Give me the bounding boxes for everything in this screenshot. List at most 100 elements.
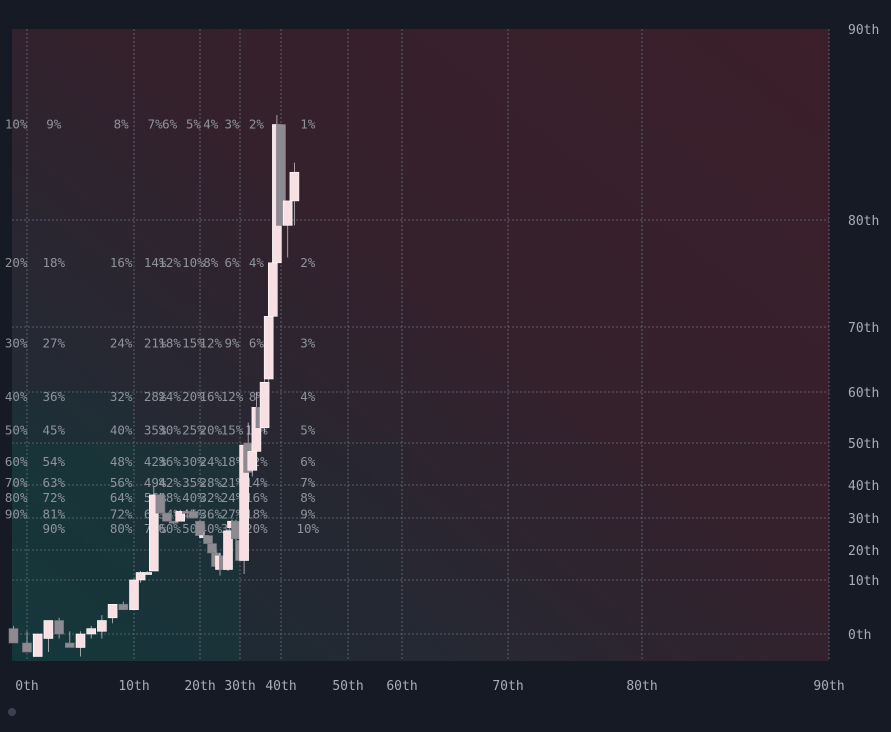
cell-label-r5-c4: 36% [158, 454, 181, 469]
candle-body-41 [276, 124, 286, 226]
cell-label-r9-c2: 80% [110, 521, 133, 536]
cell-label-r2-c0: 30% [5, 335, 28, 350]
candle-body-11 [129, 579, 139, 611]
candle-body-20 [188, 511, 199, 519]
cell-label-r3-c7: 12% [221, 389, 244, 404]
cell-label-r2-c3: 21% [144, 335, 167, 350]
y-tick-label-5: 50th [848, 437, 879, 452]
cell-label-r2-c7: 9% [224, 335, 240, 350]
cell-label-r7-c2: 64% [110, 490, 133, 505]
cell-label-r7-c1: 72% [42, 490, 65, 505]
cell-label-r0-c1: 9% [46, 117, 62, 132]
cell-label-r8-c7: 27% [221, 507, 244, 522]
candle-body-2 [32, 633, 43, 657]
cell-label-r1-c4: 12% [158, 255, 181, 270]
cell-label-r4-c9: 5% [300, 422, 316, 437]
y-tick-label-1: 10th [848, 574, 879, 589]
x-tick-label-2: 20th [184, 679, 215, 694]
cell-label-r2-c8: 6% [249, 335, 265, 350]
cell-label-r8-c1: 81% [42, 507, 65, 522]
cell-label-r3-c1: 36% [42, 389, 65, 404]
cell-label-r7-c6: 32% [200, 490, 223, 505]
cell-label-r7-c7: 24% [221, 490, 244, 505]
candle-body-39 [267, 262, 278, 317]
cell-label-r0-c5: 5% [186, 117, 202, 132]
cell-label-r0-c2: 8% [114, 117, 130, 132]
x-tick-label-5: 50th [332, 679, 363, 694]
cell-label-r7-c8: 16% [245, 490, 268, 505]
x-tick-label-8: 80th [626, 679, 657, 694]
cell-label-r4-c7: 15% [221, 422, 244, 437]
candle-body-14 [149, 494, 159, 572]
y-tick-label-3: 30th [848, 512, 879, 527]
cell-label-r6-c1: 63% [42, 475, 65, 490]
y-tick-label-0: 0th [848, 628, 871, 643]
candle-body-30 [231, 520, 241, 540]
cell-label-r9-c6: 40% [200, 521, 223, 536]
x-tick-label-6: 60th [386, 679, 417, 694]
candle-body-6 [75, 633, 86, 648]
x-tick-label-1: 10th [118, 679, 149, 694]
cell-label-r2-c9: 3% [300, 335, 316, 350]
cell-label-r6-c0: 70% [5, 475, 28, 490]
heat-band-2 [240, 443, 402, 661]
candle-body-3 [43, 620, 54, 639]
cell-label-r1-c1: 18% [42, 255, 65, 270]
cell-label-r1-c0: 20% [5, 255, 28, 270]
candle-body-15 [155, 494, 166, 514]
candle-body-5 [65, 642, 75, 648]
cell-label-r5-c3: 42% [144, 454, 167, 469]
x-tick-label-0: 0th [15, 679, 38, 694]
cell-label-r5-c1: 54% [42, 454, 65, 469]
cell-label-r6-c8: 14% [245, 475, 268, 490]
cell-label-r3-c4: 24% [158, 389, 181, 404]
cell-label-r3-c9: 4% [300, 389, 316, 404]
candle-body-7 [86, 628, 96, 635]
cell-label-r6-c9: 7% [300, 475, 316, 490]
cell-label-r0-c0: 10% [5, 117, 28, 132]
cell-label-r9-c8: 20% [245, 521, 268, 536]
cell-label-r6-c7: 21% [221, 475, 244, 490]
candle-body-21 [195, 520, 205, 536]
cell-label-r4-c4: 30% [158, 422, 181, 437]
cell-label-r3-c6: 16% [200, 389, 223, 404]
cell-label-r9-c4: 60% [158, 521, 181, 536]
cell-label-r7-c0: 80% [5, 490, 28, 505]
cell-label-r4-c3: 35% [144, 422, 167, 437]
cell-label-r5-c5: 30% [182, 454, 205, 469]
candle-body-42 [282, 200, 293, 226]
candle-body-10 [118, 603, 129, 610]
cell-label-r6-c2: 56% [110, 475, 133, 490]
cell-label-r4-c2: 40% [110, 422, 133, 437]
y-tick-label-6: 60th [848, 386, 879, 401]
cell-label-r1-c5: 10% [182, 255, 205, 270]
cell-label-r8-c2: 72% [110, 507, 133, 522]
cell-label-r5-c7: 18% [221, 454, 244, 469]
cell-label-r1-c8: 4% [249, 255, 265, 270]
y-tick-label-2: 20th [848, 544, 879, 559]
cell-label-r6-c6: 28% [200, 475, 223, 490]
cell-label-r3-c5: 20% [182, 389, 205, 404]
candle-body-1 [22, 642, 32, 653]
cell-label-r0-c9: 1% [300, 117, 316, 132]
candle-body-13 [142, 572, 152, 575]
cell-label-r3-c0: 40% [5, 389, 28, 404]
candle-body-23 [203, 535, 213, 544]
cell-label-r3-c2: 32% [110, 389, 133, 404]
y-tick-label-4: 40th [848, 479, 879, 494]
cell-label-r5-c9: 6% [300, 454, 316, 469]
cell-label-r6-c3: 49% [144, 475, 167, 490]
cell-label-r0-c3: 7% [148, 117, 164, 132]
cell-label-r7-c5: 40% [182, 490, 205, 505]
cell-label-r4-c5: 25% [182, 422, 205, 437]
cell-label-r2-c6: 12% [200, 335, 223, 350]
cell-label-r4-c1: 45% [42, 422, 65, 437]
x-tick-label-4: 40th [265, 679, 296, 694]
candle-body-17 [168, 520, 179, 524]
candle-body-34 [247, 451, 258, 471]
cell-label-r6-c5: 35% [182, 475, 205, 490]
candle-body-9 [107, 603, 118, 619]
candle-body-4 [54, 620, 64, 635]
x-tick-label-9: 90th [813, 679, 844, 694]
